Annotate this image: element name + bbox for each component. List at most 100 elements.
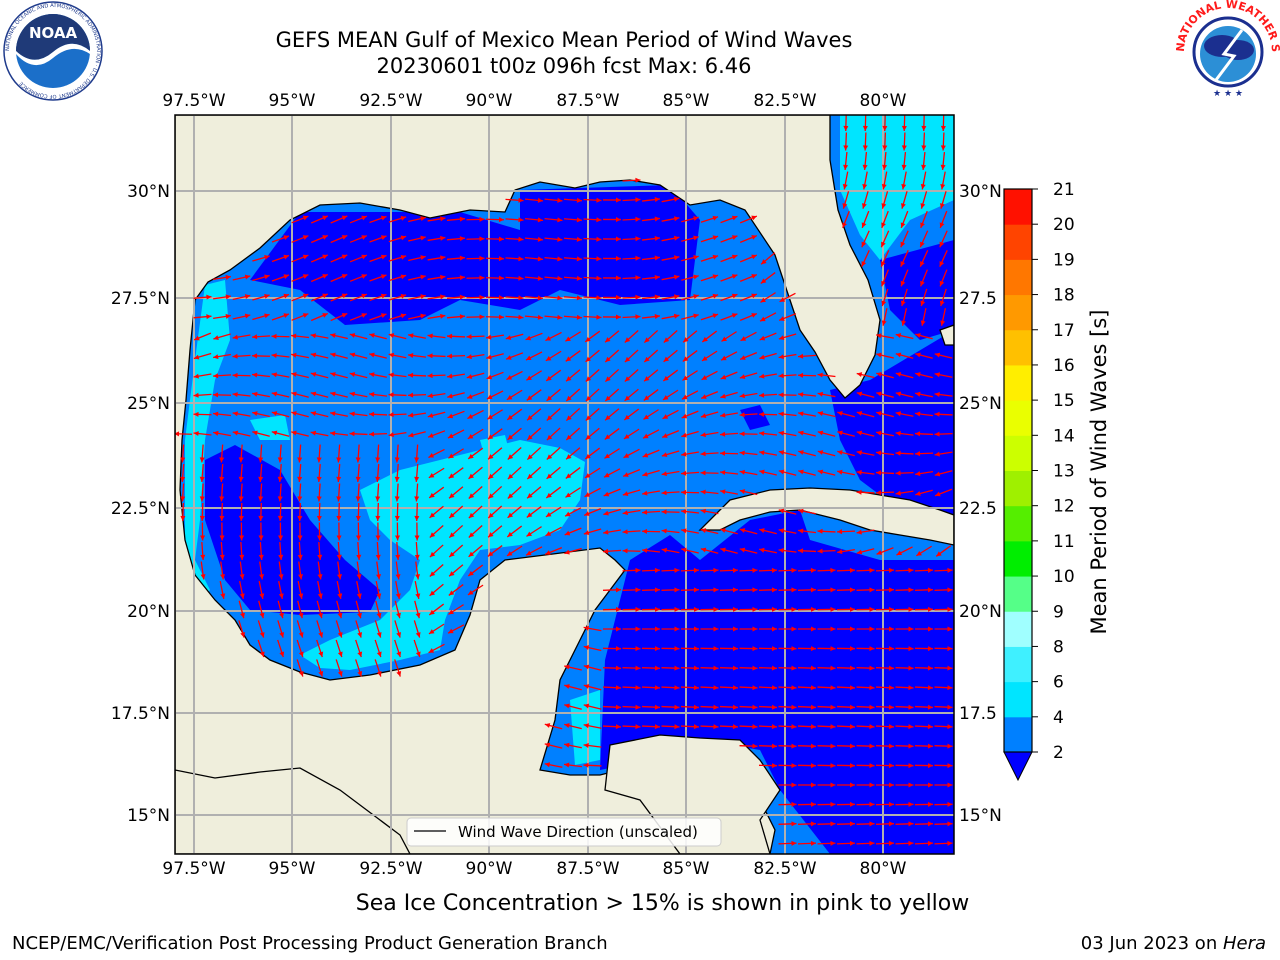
wave-direction-arrow [900, 210, 909, 229]
wave-direction-arrow [193, 314, 212, 320]
wave-direction-arrow [661, 528, 680, 534]
wave-direction-arrow [467, 447, 484, 460]
wave-direction-arrow [700, 626, 719, 632]
wave-direction-arrow [506, 545, 523, 557]
wave-direction-arrow [446, 216, 466, 222]
wave-direction-arrow [277, 620, 285, 638]
wave-direction-arrow [856, 411, 875, 418]
wave-direction-arrow [526, 466, 542, 480]
wave-direction-arrow [239, 541, 245, 561]
wave-direction-arrow [641, 509, 661, 515]
wave-direction-arrow [861, 250, 870, 267]
wave-direction-arrow [661, 235, 680, 242]
wave-direction-arrow [739, 724, 758, 730]
wave-direction-arrow [427, 255, 446, 261]
wave-direction-arrow [395, 561, 401, 580]
wave-direction-arrow [842, 210, 850, 229]
wave-direction-arrow [446, 236, 466, 242]
wave-direction-arrow [778, 606, 797, 612]
wave-direction-arrow [429, 544, 444, 558]
wave-direction-arrow [368, 392, 388, 397]
wave-direction-arrow [900, 230, 909, 248]
wave-direction-arrow [882, 151, 888, 171]
wave-direction-arrow [797, 801, 817, 807]
wave-direction-arrow [895, 840, 914, 846]
wave-direction-arrow [856, 372, 875, 379]
wave-direction-arrow [875, 665, 895, 671]
wave-direction-arrow [843, 132, 849, 151]
wave-direction-arrow [916, 545, 932, 557]
wave-direction-arrow [934, 431, 953, 437]
wave-direction-arrow [836, 529, 856, 535]
wave-direction-arrow [934, 567, 953, 573]
map-legend: Wind Wave Direction (unscaled) [406, 817, 722, 847]
wave-direction-arrow [641, 294, 661, 300]
wave-direction-arrow [335, 659, 343, 677]
wave-direction-arrow [856, 840, 875, 846]
colorbar-tick-label: 10 [1053, 567, 1075, 587]
wave-direction-arrow [875, 587, 895, 593]
wave-direction-arrow [862, 171, 868, 190]
colorbar-tick-label: 11 [1053, 532, 1075, 552]
wave-direction-arrow [836, 587, 856, 593]
wave-direction-arrow [797, 646, 817, 652]
wave-direction-arrow [291, 313, 309, 321]
wave-direction-arrow [700, 685, 719, 691]
wave-direction-arrow [258, 581, 265, 599]
wave-direction-arrow [507, 505, 522, 519]
wave-direction-arrow [369, 333, 387, 340]
wave-direction-arrow [797, 743, 817, 749]
wave-direction-arrow [778, 626, 797, 632]
wave-direction-arrow [641, 665, 661, 671]
wave-direction-arrow [856, 704, 875, 710]
wave-direction-arrow [447, 429, 465, 439]
wave-direction-arrow [739, 450, 758, 456]
wave-direction-arrow [310, 372, 329, 379]
wave-direction-arrow [427, 294, 446, 300]
wave-direction-arrow [330, 293, 348, 302]
wave-direction-arrow [876, 430, 894, 437]
colorbar-segment [1004, 646, 1032, 683]
wave-direction-arrow [466, 236, 485, 242]
wave-direction-arrow [914, 704, 934, 710]
wave-direction-arrow [448, 505, 464, 519]
wave-direction-arrow [939, 269, 948, 287]
wave-direction-arrow [700, 215, 719, 223]
wave-direction-arrow [487, 505, 503, 519]
wave-direction-arrow [448, 524, 464, 539]
wave-direction-arrow [896, 546, 913, 556]
wave-direction-arrow [604, 408, 620, 421]
wave-direction-arrow [739, 547, 758, 554]
wave-direction-arrow [739, 685, 758, 691]
wave-direction-arrow [856, 743, 875, 749]
footer-credit: NCEP/EMC/Verification Post Processing Pr… [12, 933, 608, 954]
wave-direction-arrow [797, 763, 817, 769]
wave-direction-arrow [388, 293, 407, 301]
wave-direction-arrow [895, 685, 914, 691]
wave-direction-arrow [895, 450, 914, 456]
wave-direction-arrow [622, 606, 641, 612]
wave-direction-arrow [920, 210, 928, 229]
wave-direction-arrow [919, 230, 929, 248]
wave-direction-arrow [310, 411, 329, 418]
wave-direction-arrow [251, 334, 271, 340]
wave-direction-arrow [583, 295, 602, 301]
wave-direction-arrow [356, 522, 362, 541]
wave-direction-arrow [882, 115, 888, 132]
wave-direction-arrow [310, 234, 329, 244]
wave-direction-arrow [310, 215, 329, 224]
wave-direction-arrow [778, 801, 797, 807]
wave-direction-arrow [427, 235, 446, 242]
wave-direction-arrow [719, 724, 739, 730]
wave-direction-arrow [700, 724, 719, 730]
wave-direction-arrow [604, 448, 620, 459]
wave-direction-arrow [546, 466, 561, 480]
wave-direction-arrow [394, 502, 400, 522]
wave-direction-arrow [258, 444, 264, 463]
wave-direction-arrow [901, 132, 907, 151]
wave-direction-arrow [565, 487, 581, 498]
wave-direction-arrow [526, 506, 542, 518]
colorbar-segment [1004, 294, 1032, 331]
wave-direction-arrow [661, 196, 680, 203]
wave-direction-arrow [759, 373, 777, 379]
